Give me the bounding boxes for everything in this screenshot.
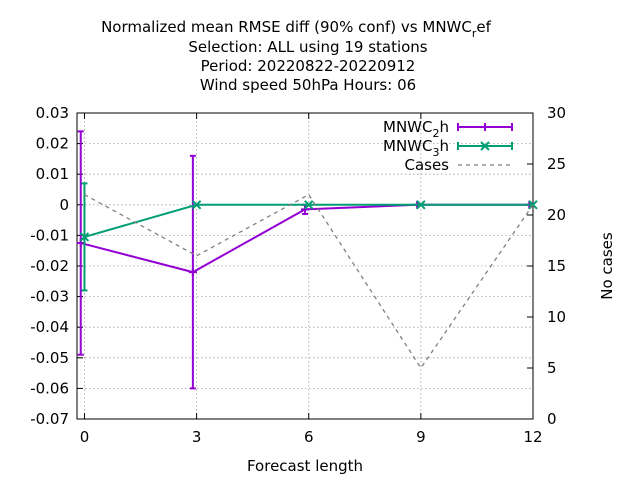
y-tick-label: 0.03 — [36, 104, 69, 122]
series-layer — [76, 130, 538, 390]
y2-tick-label: 10 — [547, 308, 566, 326]
x-tick-label: 3 — [192, 428, 202, 446]
y2-tick-label: 5 — [547, 359, 557, 377]
y-tick-label: 0.01 — [36, 165, 69, 183]
legend-label-1: MNWC3h — [383, 137, 449, 159]
x-tick-label: 9 — [416, 428, 426, 446]
y2-axis-label: No cases — [598, 232, 616, 300]
x-axis-label: Forecast length — [247, 457, 363, 475]
data-point — [301, 205, 309, 214]
x-tick-label: 6 — [304, 428, 314, 446]
y-tick-label: 0 — [59, 196, 69, 214]
legend-label-0: MNWC2h — [383, 118, 449, 140]
data-point — [304, 200, 314, 210]
y-tick-label: -0.01 — [30, 226, 69, 244]
title-line-0: Normalized mean RMSE diff (90% conf) vs … — [101, 18, 492, 40]
data-point — [416, 200, 426, 210]
title-line-2: Period: 20220822-20220912 — [201, 57, 416, 75]
data-point — [191, 200, 202, 210]
y-tick-label: 0.02 — [36, 135, 69, 153]
y-tick-label: -0.02 — [30, 257, 69, 275]
y-tick-label: -0.05 — [30, 349, 69, 367]
y-tick-label: -0.06 — [30, 379, 69, 397]
data-point — [188, 268, 197, 277]
y2-tick-label: 25 — [547, 155, 566, 173]
y2-tick-label: 20 — [547, 206, 566, 224]
y-tick-label: -0.03 — [30, 288, 69, 306]
x-tick-label: 0 — [80, 428, 90, 446]
title-line-1: Selection: ALL using 19 stations — [188, 38, 427, 56]
grid-lines — [77, 113, 533, 419]
axis-ticks: -0.07 -0.06 -0.05 -0.04 -0.03 -0.02 -0.01 0 0.01… — [30, 104, 566, 446]
legend-label-2: Cases — [404, 156, 449, 174]
legend-marker — [480, 141, 490, 151]
y2-tick-label: 30 — [547, 104, 566, 122]
chart-title: Normalized mean RMSE diff (90% conf) vs … — [101, 18, 492, 94]
series-0 — [76, 130, 534, 390]
x-tick-label: 12 — [523, 428, 542, 446]
y-tick-label: -0.04 — [30, 318, 69, 336]
y-tick-label: -0.07 — [30, 410, 69, 428]
data-point — [79, 232, 90, 242]
y2-tick-label: 0 — [547, 410, 557, 428]
y2-tick-label: 15 — [547, 257, 566, 275]
title-line-3: Wind speed 50hPa Hours: 06 — [200, 76, 416, 94]
